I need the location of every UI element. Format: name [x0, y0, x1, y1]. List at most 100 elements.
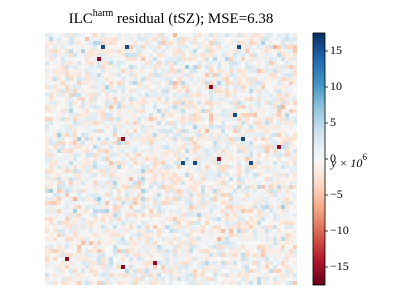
map-cell	[225, 261, 229, 265]
map-cell	[265, 205, 269, 209]
map-cell	[93, 269, 97, 273]
map-cell	[249, 245, 253, 249]
map-cell	[57, 125, 61, 129]
map-cell	[93, 81, 97, 85]
map-cell	[69, 161, 73, 165]
map-cell	[165, 221, 169, 225]
map-cell	[113, 217, 117, 221]
map-cell	[85, 45, 89, 49]
map-cell	[225, 149, 229, 153]
map-cell	[257, 241, 261, 245]
map-cell	[181, 77, 185, 81]
map-cell	[285, 49, 289, 53]
map-cell	[181, 177, 185, 181]
map-cell	[281, 217, 285, 221]
map-cell	[165, 277, 169, 281]
map-cell	[185, 249, 189, 253]
map-cell	[253, 53, 257, 57]
map-cell	[253, 257, 257, 261]
map-cell	[57, 77, 61, 81]
map-cell	[161, 189, 165, 193]
map-cell	[153, 141, 157, 145]
map-cell	[197, 193, 201, 197]
map-cell	[77, 141, 81, 145]
map-cell	[205, 181, 209, 185]
map-cell	[273, 97, 277, 101]
map-cell	[285, 181, 289, 185]
map-cell	[221, 125, 225, 129]
map-cell	[157, 277, 161, 281]
map-cell	[125, 201, 129, 205]
map-cell	[49, 97, 53, 101]
map-cell	[285, 113, 289, 117]
map-cell	[213, 233, 217, 237]
map-cell	[73, 81, 77, 85]
map-cell	[277, 137, 281, 141]
map-cell	[57, 85, 61, 89]
map-cell	[249, 193, 253, 197]
map-cell	[81, 157, 85, 161]
map-cell	[109, 73, 113, 77]
map-cell	[285, 217, 289, 221]
map-cell	[185, 177, 189, 181]
map-cell	[49, 157, 53, 161]
map-cell	[97, 193, 101, 197]
map-cell	[157, 81, 161, 85]
map-cell	[217, 181, 221, 185]
map-cell	[49, 257, 53, 261]
map-cell	[225, 73, 229, 77]
map-cell	[213, 93, 217, 97]
map-cell	[77, 41, 81, 45]
map-cell	[197, 245, 201, 249]
map-cell	[49, 197, 53, 201]
map-cell	[129, 213, 133, 217]
map-cell	[117, 225, 121, 229]
map-cell	[165, 177, 169, 181]
map-cell	[225, 201, 229, 205]
map-cell	[53, 93, 57, 97]
map-cell	[205, 37, 209, 41]
map-cell	[189, 117, 193, 121]
map-cell	[149, 157, 153, 161]
map-cell	[253, 97, 257, 101]
map-cell	[129, 69, 133, 73]
map-cell	[233, 265, 237, 269]
map-cell	[253, 233, 257, 237]
map-cell	[209, 69, 213, 73]
map-cell	[249, 117, 253, 121]
map-cell	[53, 57, 57, 61]
map-cell	[149, 85, 153, 89]
map-cell	[181, 85, 185, 89]
map-cell	[173, 221, 177, 225]
map-cell	[153, 173, 157, 177]
map-cell	[101, 141, 105, 145]
map-cell	[97, 269, 101, 273]
map-cell	[261, 33, 265, 37]
map-cell	[225, 77, 229, 81]
map-cell	[125, 97, 129, 101]
map-cell	[77, 81, 81, 85]
map-cell	[129, 49, 133, 53]
map-cell	[45, 133, 49, 137]
map-cell	[197, 253, 201, 257]
map-cell	[77, 229, 81, 233]
map-cell	[61, 77, 65, 81]
map-cell	[233, 149, 237, 153]
map-cell	[229, 141, 233, 145]
map-cell	[233, 177, 237, 181]
map-cell	[169, 57, 173, 61]
map-cell	[281, 145, 285, 149]
map-cell	[101, 265, 105, 269]
map-cell	[101, 185, 105, 189]
map-cell	[109, 185, 113, 189]
map-cell	[121, 165, 125, 169]
map-cell	[133, 45, 137, 49]
map-cell	[77, 105, 81, 109]
map-cell	[73, 281, 77, 285]
map-cell	[237, 173, 241, 177]
map-cell	[229, 213, 233, 217]
map-cell	[129, 165, 133, 169]
map-cell	[281, 237, 285, 241]
colorbar-tick-label: 15	[330, 43, 342, 57]
map-cell	[61, 273, 65, 277]
